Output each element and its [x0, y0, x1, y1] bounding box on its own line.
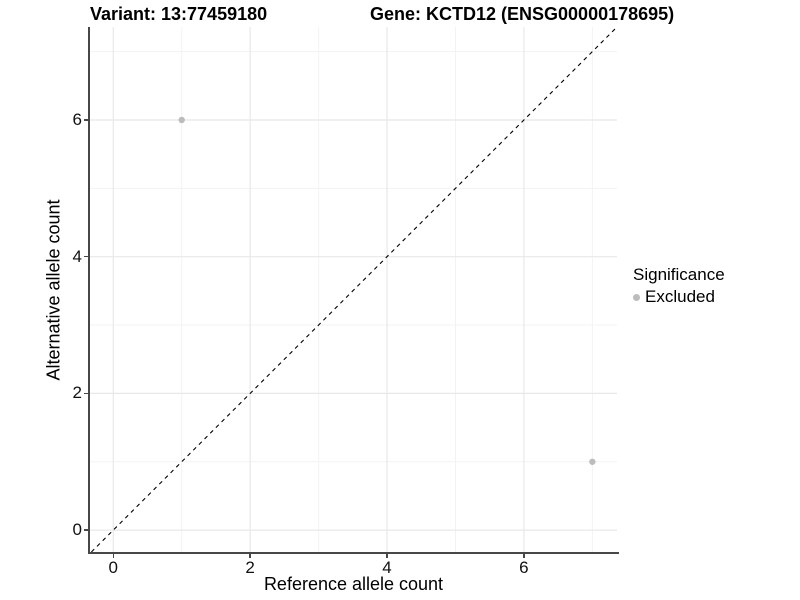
x-tick-label: 0 — [108, 558, 118, 577]
y-axis-title: Alternative allele count — [43, 199, 64, 381]
y-tick-label: 4 — [72, 246, 82, 266]
y-tick-label: 0 — [72, 520, 82, 540]
x-axis-line — [88, 552, 619, 554]
y-tick-mark — [84, 392, 88, 395]
x-tick-label: 6 — [519, 558, 529, 577]
x-tick-mark — [249, 554, 251, 558]
x-tick-mark — [386, 554, 388, 558]
y-tick-mark — [84, 255, 88, 258]
y-tick-mark — [84, 529, 88, 531]
legend-item-label: Excluded — [645, 287, 715, 306]
data-point — [589, 458, 596, 465]
y-tick-label: 2 — [72, 383, 82, 403]
x-tick-label: 2 — [245, 558, 255, 577]
identity-dashed-line — [90, 27, 617, 552]
data-point — [178, 116, 185, 124]
y-tick-label: 6 — [72, 109, 82, 129]
legend-title: Significance — [633, 265, 725, 284]
legend-item-excluded: Excluded — [633, 287, 725, 307]
x-tick-label: 4 — [382, 558, 392, 577]
plot-panel — [90, 27, 617, 552]
gene-title: Gene: KCTD12 (ENSG00000178695) — [370, 4, 675, 24]
x-axis-title: Reference allele count — [263, 574, 444, 594]
excluded-point-icon — [633, 293, 640, 301]
legend: Significance Excluded — [633, 265, 725, 307]
y-axis-line — [88, 27, 90, 554]
variant-title: Variant: 13:77459180 — [90, 4, 268, 24]
y-tick-mark — [84, 119, 88, 121]
x-tick-mark — [523, 554, 525, 558]
x-tick-mark — [112, 554, 115, 558]
